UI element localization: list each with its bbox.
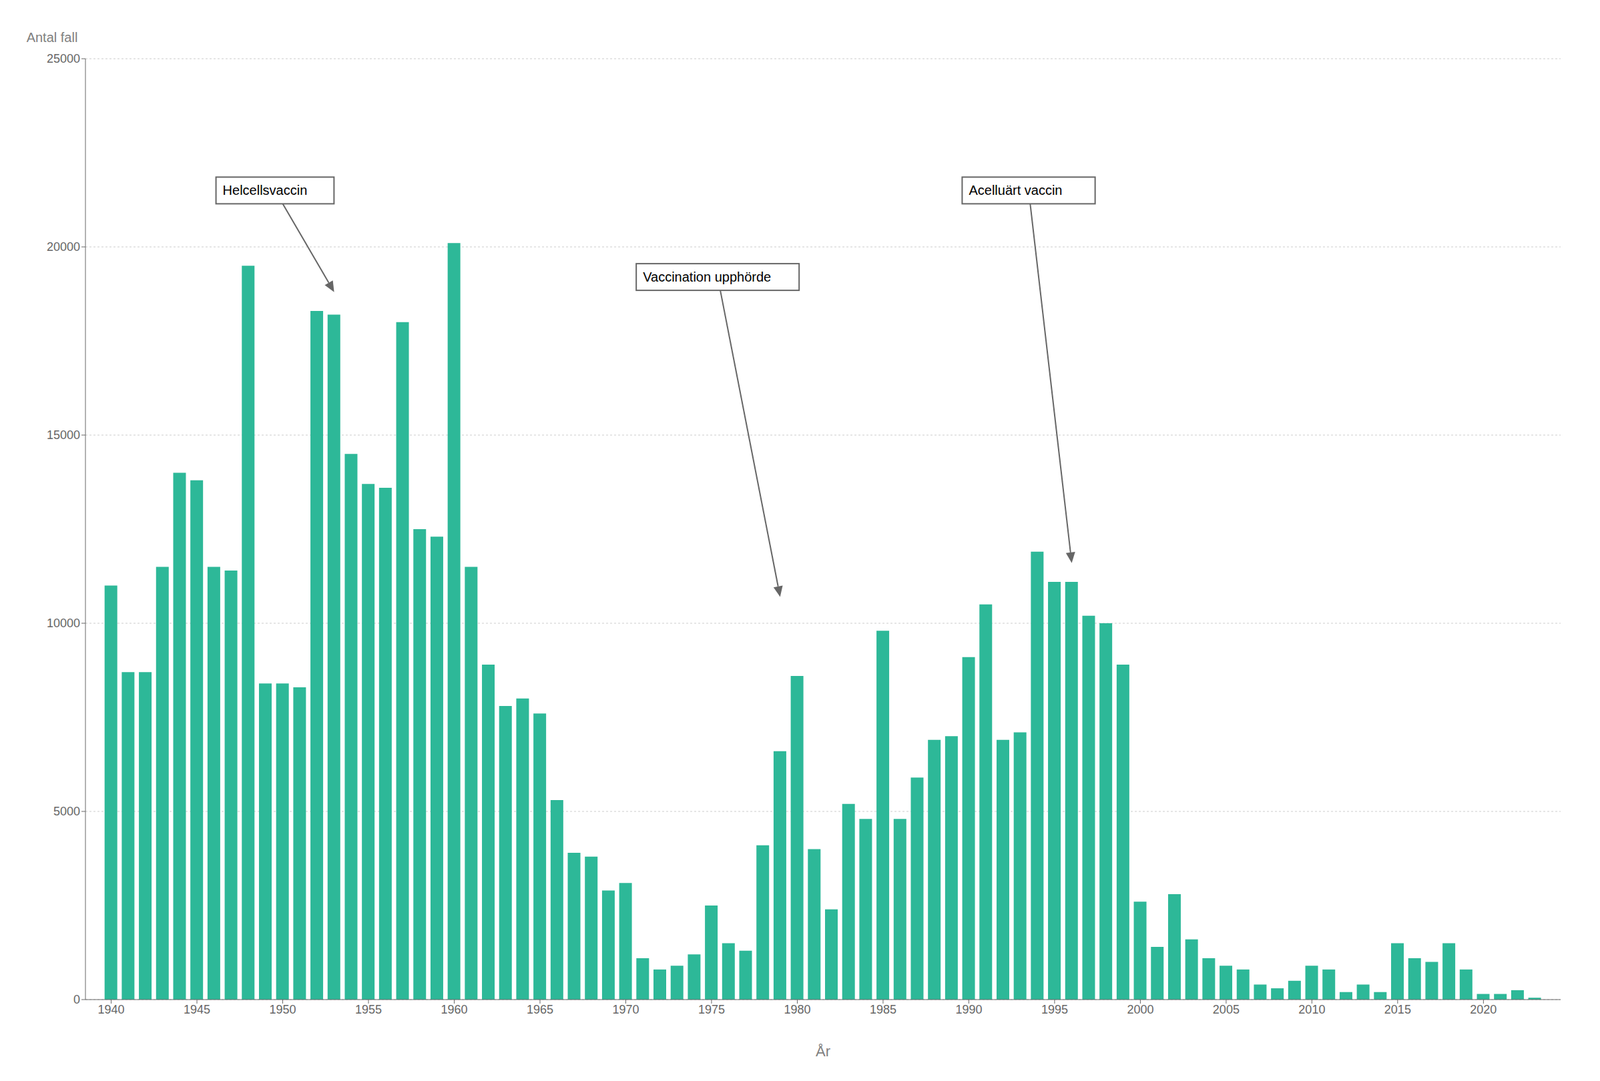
- svg-text:1990: 1990: [955, 1003, 982, 1017]
- svg-text:1955: 1955: [355, 1003, 382, 1017]
- svg-text:10000: 10000: [46, 616, 81, 631]
- svg-text:Acelluärt vaccin: Acelluärt vaccin: [968, 182, 1062, 198]
- svg-text:2015: 2015: [1384, 1003, 1412, 1017]
- svg-text:Helcellsvaccin: Helcellsvaccin: [222, 182, 308, 198]
- svg-text:1965: 1965: [526, 1003, 554, 1017]
- svg-text:15000: 15000: [46, 428, 81, 442]
- svg-text:1975: 1975: [698, 1003, 725, 1017]
- svg-text:1995: 1995: [1041, 1003, 1069, 1017]
- svg-text:20000: 20000: [46, 240, 81, 254]
- svg-text:1985: 1985: [869, 1003, 897, 1017]
- svg-text:År: År: [815, 1043, 831, 1060]
- svg-text:1940: 1940: [98, 1003, 125, 1017]
- svg-text:1980: 1980: [783, 1003, 811, 1017]
- svg-text:1950: 1950: [269, 1003, 296, 1017]
- svg-text:2020: 2020: [1469, 1003, 1497, 1017]
- svg-text:0: 0: [73, 993, 81, 1007]
- svg-text:Vaccination upphörde: Vaccination upphörde: [642, 269, 771, 285]
- svg-text:2010: 2010: [1298, 1003, 1325, 1017]
- svg-text:1960: 1960: [440, 1003, 468, 1017]
- svg-text:1970: 1970: [612, 1003, 639, 1017]
- svg-text:1945: 1945: [183, 1003, 211, 1017]
- svg-text:Antal fall: Antal fall: [26, 30, 79, 45]
- svg-text:25000: 25000: [46, 52, 81, 66]
- svg-text:2005: 2005: [1212, 1003, 1240, 1017]
- svg-text:2000: 2000: [1126, 1003, 1154, 1017]
- svg-text:5000: 5000: [53, 805, 81, 819]
